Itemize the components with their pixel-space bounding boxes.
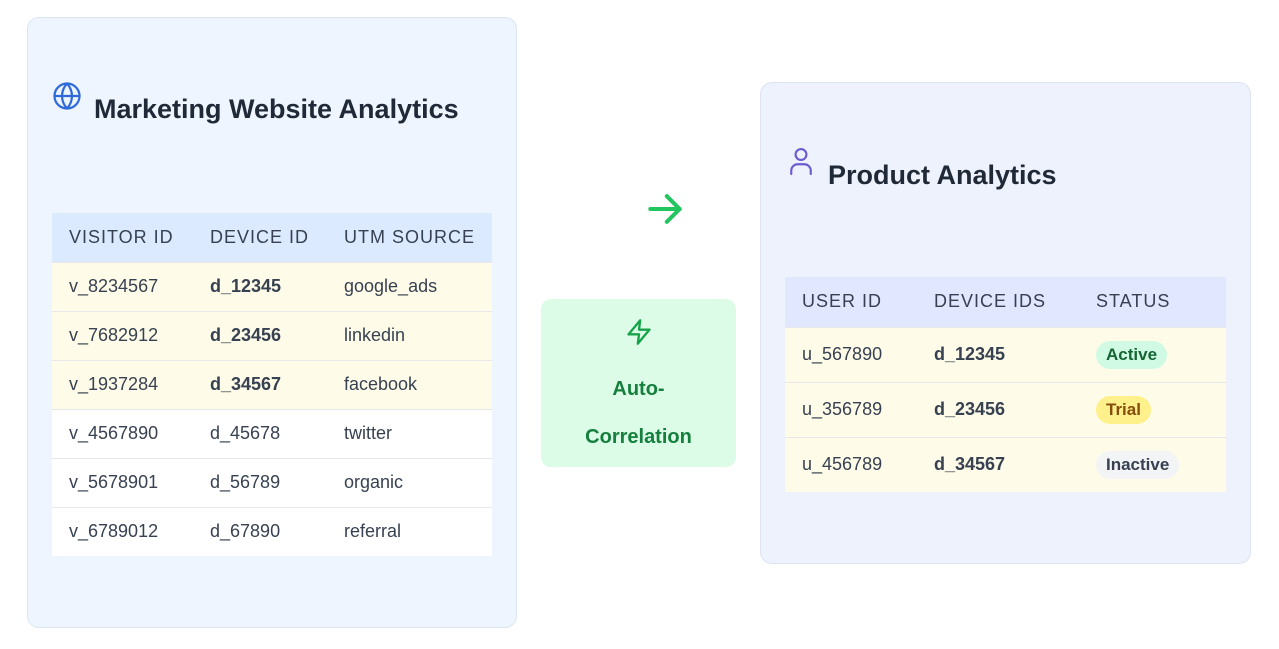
device-id-cell: d_67890 bbox=[210, 521, 281, 542]
product-analytics-card: Product Analytics USER ID DEVICE IDS STA… bbox=[760, 82, 1251, 564]
table-row: v_5678901 d_56789 organic bbox=[52, 458, 492, 507]
visitor-id-cell: v_8234567 bbox=[69, 276, 159, 296]
table-row: v_6789012 d_67890 referral bbox=[52, 507, 492, 556]
arrow-right-icon bbox=[643, 187, 687, 236]
utm-source-cell: twitter bbox=[344, 423, 393, 443]
user-icon bbox=[788, 146, 814, 181]
product-title: Product Analytics bbox=[828, 160, 1057, 190]
table-header-row: VISITOR ID DEVICE ID UTM SOURCE bbox=[52, 213, 492, 262]
device-ids-cell: d_12345 bbox=[934, 344, 1006, 364]
marketing-analytics-card: Marketing Website Analytics VISITOR ID D… bbox=[27, 17, 517, 628]
device-id-cell: d_45678 bbox=[210, 423, 281, 443]
status-badge: Inactive bbox=[1096, 450, 1180, 479]
column-header-utm-source: UTM SOURCE bbox=[344, 226, 475, 247]
visitor-id-cell: v_1937284 bbox=[69, 374, 159, 394]
table-header-row: USER ID DEVICE IDS STATUS bbox=[785, 277, 1226, 327]
utm-source-cell: linkedin bbox=[344, 325, 406, 345]
table-row: v_4567890 d_45678 twitter bbox=[52, 409, 492, 458]
user-id-cell: u_456789 bbox=[802, 454, 883, 475]
status-badge: Trial bbox=[1096, 395, 1151, 424]
table-row: u_356789 d_23456 Trial bbox=[785, 382, 1226, 437]
utm-source-cell: google_ads bbox=[344, 276, 438, 296]
status-cell: Inactive bbox=[1079, 437, 1226, 492]
device-ids-cell: d_34567 bbox=[934, 454, 1006, 475]
status-badge: Active bbox=[1096, 340, 1168, 369]
user-id-cell: u_356789 bbox=[802, 399, 883, 419]
column-header-status: STATUS bbox=[1096, 291, 1171, 312]
table-row: u_567890 d_12345 Active bbox=[785, 327, 1226, 382]
lightning-bolt-icon bbox=[625, 317, 653, 352]
column-header-visitor-id: VISITOR ID bbox=[69, 226, 174, 247]
utm-source-cell: organic bbox=[344, 472, 404, 492]
status-cell: Active bbox=[1079, 327, 1226, 382]
product-table: USER ID DEVICE IDS STATUS u_567890 d_123… bbox=[785, 277, 1226, 492]
table-row: v_7682912 d_23456 linkedin bbox=[52, 311, 492, 360]
marketing-table: VISITOR ID DEVICE ID UTM SOURCE v_823456… bbox=[52, 213, 492, 556]
visitor-id-cell: v_4567890 bbox=[69, 423, 159, 443]
globe-icon bbox=[52, 81, 82, 116]
status-cell: Trial bbox=[1079, 382, 1226, 437]
table-row: v_8234567 d_12345 google_ads bbox=[52, 262, 492, 311]
user-id-cell: u_567890 bbox=[802, 344, 883, 364]
visitor-id-cell: v_5678901 bbox=[69, 472, 159, 492]
device-id-cell: d_34567 bbox=[210, 374, 282, 394]
auto-correlation-box: Auto-Correlation bbox=[541, 299, 736, 467]
device-ids-cell: d_23456 bbox=[934, 399, 1006, 419]
table-row: u_456789 d_34567 Inactive bbox=[785, 437, 1226, 492]
auto-correlation-label: Auto-Correlation bbox=[585, 378, 692, 448]
utm-source-cell: facebook bbox=[344, 374, 418, 394]
column-header-user-id: USER ID bbox=[802, 291, 883, 312]
device-id-cell: d_23456 bbox=[210, 325, 282, 345]
device-id-cell: d_56789 bbox=[210, 472, 281, 492]
table-row: v_1937284 d_34567 facebook bbox=[52, 360, 492, 409]
device-id-cell: d_12345 bbox=[210, 276, 282, 296]
column-header-device-id: DEVICE ID bbox=[210, 226, 310, 247]
column-header-device-ids: DEVICE IDS bbox=[934, 291, 1047, 312]
visitor-id-cell: v_6789012 bbox=[69, 521, 159, 542]
marketing-title: Marketing Website Analytics bbox=[94, 94, 459, 124]
visitor-id-cell: v_7682912 bbox=[69, 325, 159, 345]
utm-source-cell: referral bbox=[344, 521, 402, 542]
